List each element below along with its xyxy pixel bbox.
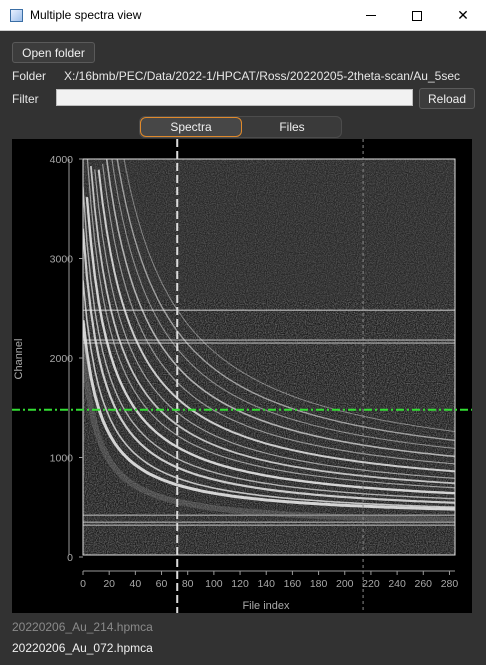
folder-label: Folder	[12, 69, 47, 83]
spectra-heatmap[interactable]: 0 1000 2000 3000 4000 0 20 40 60 80 100 120 140 160 18…	[12, 139, 472, 613]
diffraction-arc	[86, 159, 455, 489]
diffraction-arc	[83, 280, 455, 509]
diffraction-arc	[111, 159, 455, 449]
diffraction-arc	[105, 159, 455, 458]
y-tick-label: 0	[67, 552, 73, 564]
x-tick-label: 0	[80, 578, 86, 590]
reload-button[interactable]: Reload	[419, 88, 475, 109]
tab-spectra[interactable]: Spectra	[140, 117, 242, 137]
open-folder-button[interactable]: Open folder	[12, 42, 95, 63]
diffraction-arc	[85, 196, 455, 495]
close-button[interactable]: ✕	[440, 0, 486, 31]
diffraction-arc	[83, 320, 455, 511]
x-axis-label: File index	[242, 600, 290, 612]
y-tick-label: 1000	[50, 453, 74, 465]
diffraction-arc	[116, 159, 455, 442]
diffraction-arc	[94, 169, 455, 479]
minimize-button[interactable]	[348, 0, 394, 31]
diffraction-arc	[102, 163, 455, 465]
file-list-item[interactable]: 20220206_Au_072.hpmca	[12, 641, 153, 655]
y-tick-label: 4000	[50, 154, 74, 166]
x-tick-label: 160	[284, 578, 302, 590]
diffuse-arc	[83, 347, 455, 523]
diffraction-arc	[83, 228, 455, 504]
spectra-plot[interactable]: 0 1000 2000 3000 4000 0 20 40 60 80 100 120 140 160 18…	[12, 139, 472, 613]
filter-input[interactable]	[56, 89, 413, 106]
x-tick-label: 200	[336, 578, 354, 590]
x-tick-label: 180	[310, 578, 328, 590]
diffraction-arc	[90, 166, 455, 485]
maximize-button[interactable]	[394, 0, 440, 31]
diffraction-arc	[97, 169, 455, 473]
x-tick-label: 80	[182, 578, 194, 590]
x-tick-label: 140	[257, 578, 275, 590]
heatmap-band	[83, 159, 455, 299]
diffraction-arc	[83, 186, 455, 500]
view-tabs: Spectra Files	[139, 116, 342, 138]
x-tick-label: 280	[441, 578, 459, 590]
x-tick-label: 60	[156, 578, 168, 590]
minimize-icon	[366, 15, 376, 16]
plot-frame	[82, 158, 456, 556]
x-tick-label: 260	[415, 578, 433, 590]
app-icon	[10, 9, 23, 22]
close-icon: ✕	[457, 7, 469, 24]
x-tick-label: 120	[231, 578, 249, 590]
x-tick-label: 100	[205, 578, 223, 590]
tab-files[interactable]: Files	[279, 120, 305, 134]
folder-path: X:/16bmb/PEC/Data/2022-1/HPCAT/Ross/2022…	[64, 69, 460, 83]
x-tick-label: 220	[362, 578, 380, 590]
title-bar: Multiple spectra view ✕	[0, 0, 486, 31]
y-axis-label: Channel	[13, 339, 25, 380]
filter-label: Filter	[12, 92, 39, 106]
window-title: Multiple spectra view	[30, 8, 142, 22]
x-tick-label: 240	[388, 578, 406, 590]
maximize-icon	[412, 10, 422, 21]
file-list-item[interactable]: 20220206_Au_214.hpmca	[12, 620, 153, 634]
y-tick-label: 2000	[50, 353, 74, 365]
x-tick-label: 40	[130, 578, 142, 590]
y-tick-label: 3000	[50, 254, 74, 266]
x-tick-label: 20	[103, 578, 115, 590]
